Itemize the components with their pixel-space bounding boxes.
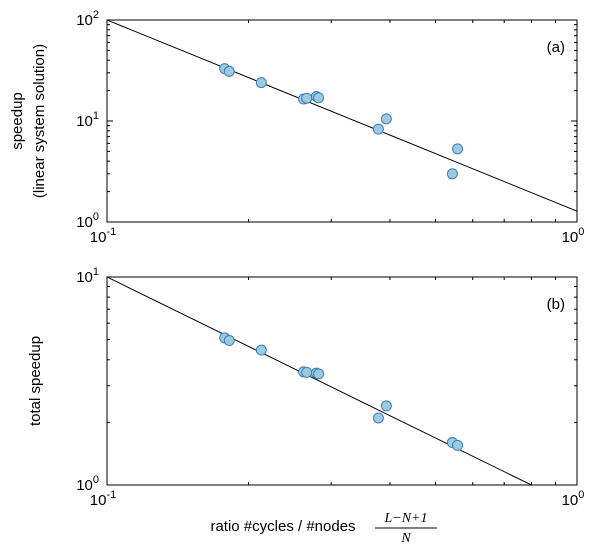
data-point — [223, 65, 235, 77]
y-tick-label: 101 — [76, 266, 99, 286]
y-tick-label: 100 — [76, 474, 99, 494]
data-point — [380, 113, 392, 125]
data-point — [313, 368, 325, 380]
x-tick-label: 100 — [562, 226, 585, 246]
y-tick-label: 102 — [76, 9, 99, 29]
data-point — [313, 92, 325, 104]
data-point — [452, 439, 464, 451]
y-tick-label: 101 — [76, 110, 99, 130]
data-point — [255, 344, 267, 356]
panel-label: (b) — [547, 296, 565, 313]
fraction-denominator: N — [400, 531, 411, 544]
x-axis-fraction: L−N+1 N — [375, 511, 437, 544]
y-axis-label: (linear system solution) — [31, 44, 48, 198]
x-tick-label: 10-1 — [90, 226, 116, 246]
x-axis-label: ratio #cycles / #nodes — [210, 518, 355, 535]
y-axis-label: speedup — [9, 92, 26, 150]
fit-line — [107, 20, 577, 212]
y-axis-label: total speedup — [27, 336, 44, 426]
data-point — [223, 335, 235, 347]
x-tick-label: 100 — [562, 489, 585, 509]
fraction-numerator: L−N+1 — [383, 511, 427, 526]
data-point — [372, 123, 384, 135]
plot-frame — [106, 276, 578, 486]
data-point — [380, 400, 392, 412]
fit-line — [107, 277, 532, 485]
panel-label: (a) — [547, 39, 565, 56]
x-tick-label: 10-1 — [90, 489, 116, 509]
data-point — [372, 412, 384, 424]
data-point — [301, 92, 313, 104]
plot-frame — [106, 19, 578, 223]
data-point — [301, 366, 313, 378]
data-point — [452, 143, 464, 155]
data-point — [255, 77, 267, 89]
y-tick-label: 100 — [76, 211, 99, 231]
data-point — [446, 168, 458, 180]
